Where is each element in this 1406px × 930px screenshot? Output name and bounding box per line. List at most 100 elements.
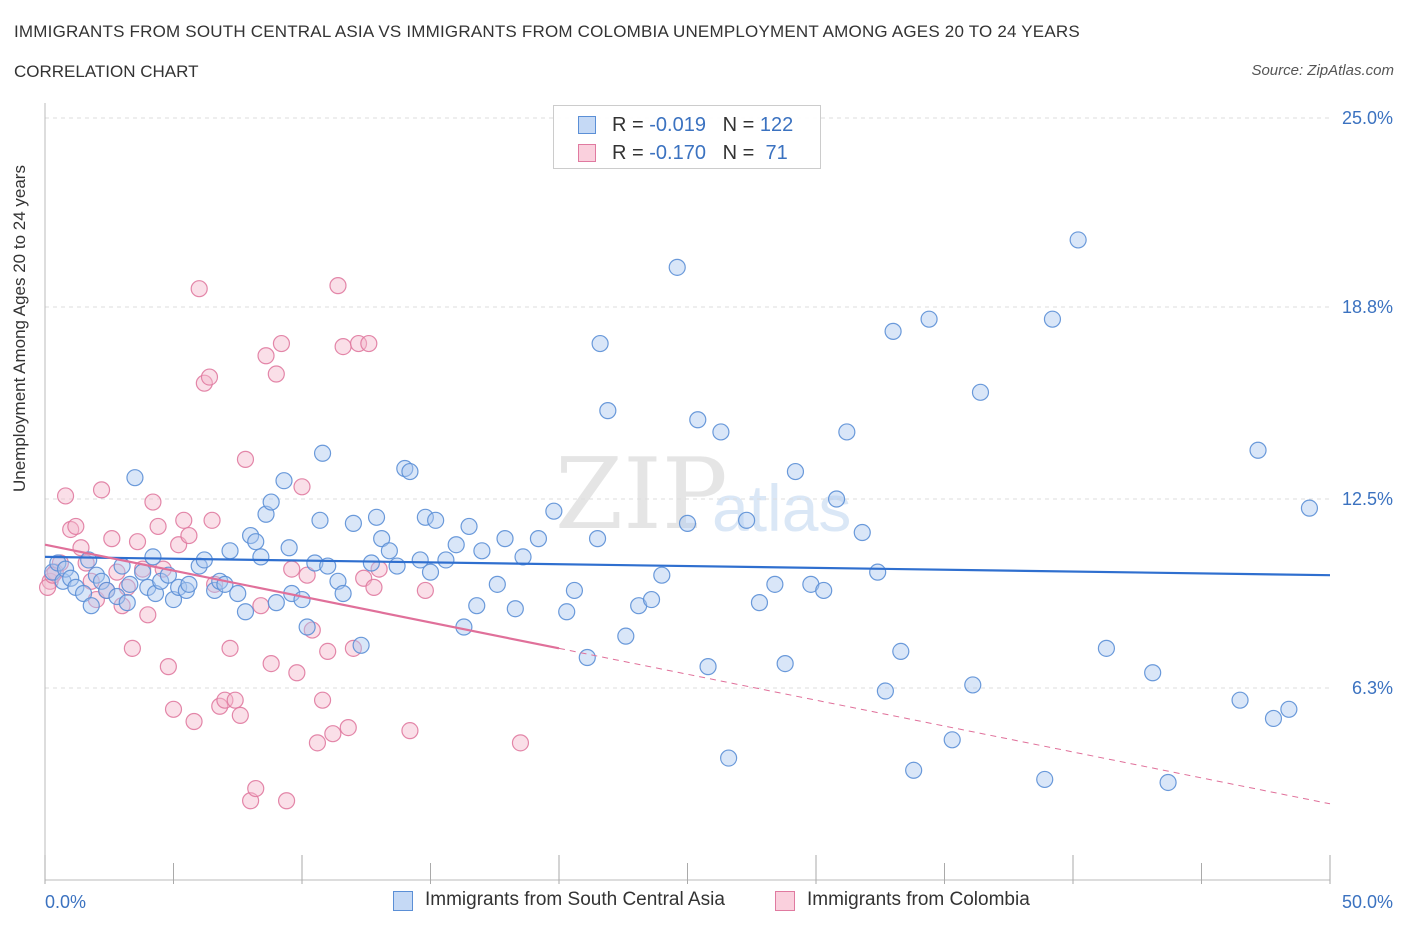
data-point <box>689 411 707 429</box>
data-point <box>447 536 465 554</box>
data-point <box>416 508 434 526</box>
data-point <box>506 600 524 618</box>
data-point <box>766 575 784 593</box>
data-point <box>62 569 80 587</box>
data-point <box>920 310 938 328</box>
data-point <box>1264 709 1283 728</box>
data-point <box>869 563 887 581</box>
data-point <box>599 402 617 420</box>
legend-text-blue: R = -0.019 N = 122 <box>612 114 793 137</box>
data-point <box>1097 639 1116 657</box>
data-point <box>324 725 342 743</box>
legend-swatch-blue <box>393 891 413 911</box>
data-point <box>203 511 221 529</box>
data-point <box>1231 691 1249 709</box>
data-point <box>298 618 316 636</box>
data-point <box>126 469 144 487</box>
data-point <box>617 627 635 645</box>
series-colombia-points <box>38 277 530 810</box>
r-label: R = <box>612 114 650 136</box>
data-point <box>180 575 198 593</box>
data-point <box>262 654 280 673</box>
data-point <box>108 587 126 606</box>
data-point <box>1280 700 1298 718</box>
watermark-atlas: atlas <box>712 471 852 545</box>
data-point <box>313 691 332 709</box>
data-point <box>421 563 440 581</box>
data-point <box>352 636 370 654</box>
data-point <box>776 654 794 673</box>
data-point <box>262 493 280 511</box>
data-point <box>56 560 75 578</box>
data-point <box>876 682 894 700</box>
data-point <box>190 280 208 298</box>
legend-swatch-pink <box>578 144 596 162</box>
data-point <box>231 706 249 725</box>
r-value: -0.170 <box>649 142 706 164</box>
legend-swatch-blue <box>578 116 596 134</box>
data-point <box>308 734 327 752</box>
data-point <box>853 523 871 542</box>
data-point <box>365 578 383 596</box>
data-point <box>362 554 380 572</box>
y-axis-label: Unemployment Among Ages 20 to 24 years <box>10 165 29 492</box>
axes <box>44 103 1331 884</box>
n-value: 122 <box>759 114 794 136</box>
n-label: N = <box>722 114 760 136</box>
data-point <box>128 533 147 551</box>
y-tick-label: 18.8% <box>1342 297 1393 317</box>
data-point <box>329 277 347 295</box>
data-point <box>720 749 738 767</box>
legend-text-pink: R = -0.170 N = 71 <box>612 142 788 165</box>
data-point <box>344 514 362 532</box>
source-credit: Source: ZipAtlas.com <box>1251 62 1394 79</box>
data-point <box>236 450 255 468</box>
data-point <box>74 584 93 603</box>
data-point <box>288 664 306 682</box>
data-point <box>221 639 239 657</box>
data-point <box>267 594 285 612</box>
data-point <box>175 511 193 529</box>
data-point <box>1300 499 1319 517</box>
data-point <box>514 548 532 566</box>
data-point <box>416 581 434 600</box>
data-point <box>275 472 293 490</box>
data-point <box>313 444 332 462</box>
y-tick-label: 12.5% <box>1342 489 1393 509</box>
data-point <box>92 572 111 590</box>
data-point <box>678 514 697 532</box>
data-point <box>884 322 902 340</box>
data-point <box>653 566 671 584</box>
trend-line-pink-extension <box>558 647 1331 805</box>
data-point <box>380 542 398 560</box>
data-point <box>396 459 414 478</box>
data-point <box>712 423 730 441</box>
data-point <box>180 526 198 545</box>
data-point <box>200 368 219 386</box>
data-point <box>103 530 121 548</box>
data-point <box>82 597 100 615</box>
chart-title: IMMIGRANTS FROM SOUTH CENTRAL ASIA VS IM… <box>14 22 1080 41</box>
data-point <box>306 554 324 572</box>
data-point <box>139 606 157 624</box>
data-point <box>473 542 491 560</box>
data-point <box>943 731 961 749</box>
trend-lines <box>44 543 1331 805</box>
y-tick-label: 6.3% <box>1352 678 1393 698</box>
data-point <box>545 502 563 520</box>
x-tick-label: 50.0% <box>1342 892 1393 912</box>
data-point <box>236 603 255 621</box>
data-point <box>1144 664 1162 682</box>
data-point <box>529 530 548 548</box>
data-point <box>401 462 419 481</box>
data-point <box>159 658 177 676</box>
data-point <box>298 566 316 584</box>
data-point <box>460 517 478 536</box>
data-point <box>272 334 291 353</box>
r-value: -0.019 <box>649 114 706 136</box>
legend-label-blue: Immigrants from South Central Asia <box>425 889 725 910</box>
data-point <box>121 575 139 593</box>
data-point <box>77 554 95 572</box>
data-point <box>892 642 910 661</box>
